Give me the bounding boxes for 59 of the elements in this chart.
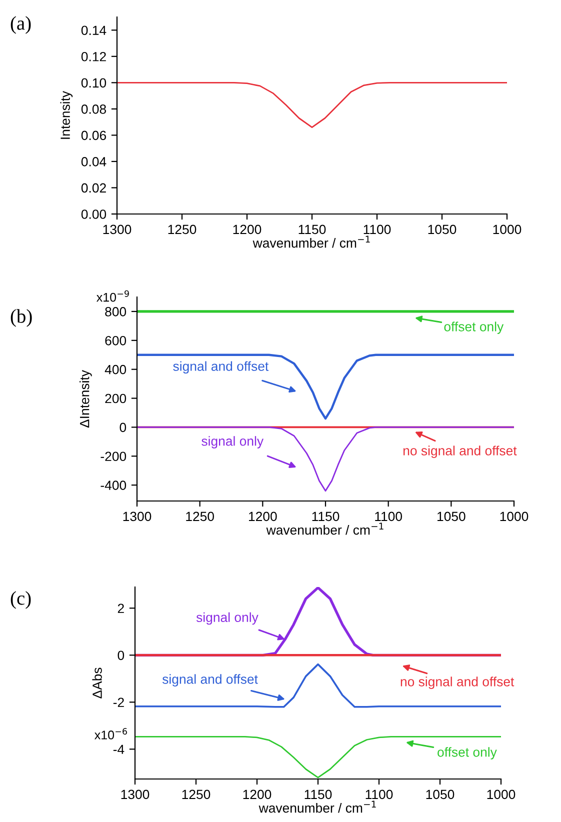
y-tick-label: 400 [104,364,126,374]
annotation: offset only [444,322,504,334]
annotation: no signal and offset [400,676,514,689]
y-tick-label: 0 [118,650,124,660]
y-axis-title: Intensity [60,90,73,139]
y-tick-label: 0.08 [81,104,106,114]
x-tick-label: 1000 [487,790,516,800]
y-tick-label: 0.00 [81,210,106,219]
x-tick-label: 1150 [312,512,340,522]
text: x10$^{−6}$ [94,728,127,740]
y-tick-label: 0.14 [81,26,106,36]
x-axis-title: wavenumber / cm$^{−1}$ [252,236,370,248]
x-tick-label: 1100 [375,512,402,522]
y-tick-label: 0.12 [81,52,106,62]
text: x10$^{−9}$ [96,290,129,302]
y-tick-label: 200 [105,394,126,404]
chart-title: (c) [10,591,31,609]
chart-title: (a) [10,16,31,34]
x-axis-title: wavenumber / cm$^{−1}$ [258,800,376,813]
y-tick-label: -4 [113,744,124,754]
x-tick-label: 1150 [298,224,326,234]
y-tick-label: 0.10 [81,78,106,88]
y-tick-label: -400 [100,480,126,490]
x-tick-label: 1200 [233,224,262,234]
annotation: offset only [438,747,497,760]
x-tick-label: 1050 [438,512,466,522]
y-tick-label: -2 [113,698,124,707]
x-tick-label: 1300 [121,790,150,800]
x-tick-label: 1250 [182,790,210,800]
y-tick-label: 600 [105,336,126,346]
y-tick-label: 0.02 [81,183,106,193]
annotation: no signal and offset [403,446,517,458]
x-tick-label: 1000 [500,512,528,522]
x-tick-label: 1150 [304,790,332,800]
y-tick-label: -200 [100,452,126,462]
x-tick-label: 1200 [249,512,277,522]
x-tick-label: 1100 [364,224,391,234]
x-tick-label: 1250 [186,512,214,522]
y-axis-title: ΔAbs [92,668,102,698]
x-tick-label: 1000 [493,224,522,234]
y-tick-label: 0.06 [81,130,106,140]
x-tick-label: 1050 [426,790,454,800]
y-tick-label: 800 [105,307,126,316]
x-tick-label: 1100 [366,790,393,800]
text: (b) [10,309,32,327]
annotation: signal and offset [162,674,258,686]
x-tick-label: 1300 [123,512,152,522]
annotation: signal only [202,436,264,448]
y-tick-label: 2 [118,604,124,613]
annotation: signal only [196,612,258,625]
x-axis-title: wavenumber / cm$^{−1}$ [266,522,384,535]
x-tick-label: 1200 [243,790,272,800]
y-axis-title: ΔIntensity [80,370,92,428]
annotation: signal and offset [173,361,269,374]
x-tick-label: 1250 [168,224,196,234]
y-tick-label: 0 [120,422,126,432]
x-tick-label: 1300 [103,224,132,234]
y-tick-label: 0.04 [81,157,106,166]
x-tick-label: 1050 [428,224,456,234]
